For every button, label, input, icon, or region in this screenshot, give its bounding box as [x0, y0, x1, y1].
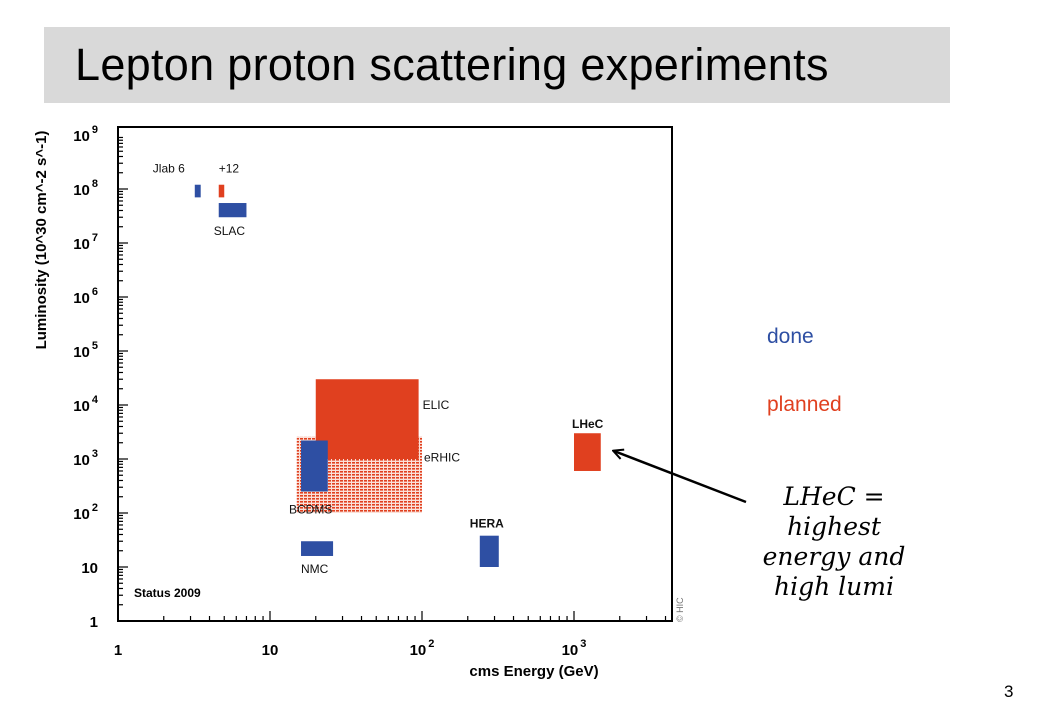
y-tick-label: 10 9	[73, 124, 98, 145]
annotation-line: energy and	[762, 542, 906, 571]
y-tick-label: 10	[81, 560, 98, 577]
experiment-box-hera	[479, 535, 499, 567]
title-bar: Lepton proton scattering experiments	[44, 27, 950, 103]
y-tick-label: 10 4	[73, 394, 99, 415]
y-tick-label: 10 8	[73, 178, 98, 199]
experiment-label-jlab-6: Jlab 6	[153, 162, 185, 176]
y-tick-label: 1	[90, 614, 98, 631]
experiment-label-bcdms: BCDMS	[289, 503, 332, 517]
experiment-label-elic: ELIC	[423, 398, 450, 412]
annotation-line: highest	[787, 512, 881, 541]
experiment-label-lhec: LHeC	[572, 417, 604, 431]
y-tick-label: 10 6	[73, 286, 98, 307]
experiment-label-slac: SLAC	[214, 224, 246, 238]
slide-title: Lepton proton scattering experiments	[75, 39, 829, 90]
experiment-box-12	[218, 184, 225, 198]
x-tick-label: 10 3	[562, 638, 587, 659]
x-tick-label: 10 2	[410, 638, 435, 659]
experiment-label-nmc: NMC	[301, 562, 329, 576]
experiment-box-bcdms	[301, 440, 328, 492]
y-tick-label: 10 3	[73, 448, 98, 469]
x-tick-label: 10	[262, 642, 279, 659]
y-tick-label: 10 2	[73, 502, 98, 523]
side-label: © HIC	[675, 597, 685, 622]
legend-planned-label: planned	[767, 393, 842, 416]
experiment-box-slac	[218, 203, 247, 218]
y-tick-label: 10 7	[73, 232, 98, 253]
experiment-label-erhic: eRHIC	[424, 451, 460, 465]
annotation-line: LHeC =	[783, 482, 885, 511]
experiment-label-12: +12	[219, 162, 240, 176]
page-number: 3	[1004, 682, 1014, 701]
experiment-box-nmc	[301, 541, 334, 556]
y-axis-title: Luminosity (10^30 cm^-2 s^-1)	[33, 131, 50, 350]
plot-frame	[117, 126, 673, 622]
experiment-box-jlab-6	[194, 184, 201, 198]
experiment-box-lhec	[574, 433, 601, 471]
annotation-arrow	[614, 451, 747, 504]
y-tick-label: 10 5	[73, 340, 98, 361]
legend-done-label: done	[767, 325, 814, 348]
status-note: Status 2009	[134, 586, 201, 600]
experiment-label-hera: HERA	[470, 517, 504, 531]
x-tick-label: 1	[114, 642, 122, 659]
experiment-box-elic	[315, 379, 419, 459]
lhec-annotation: LHeC = highest energy and high lumi	[716, 482, 952, 602]
annotation-line: high lumi	[774, 572, 894, 601]
x-axis-title: cms Energy (GeV)	[469, 663, 598, 680]
